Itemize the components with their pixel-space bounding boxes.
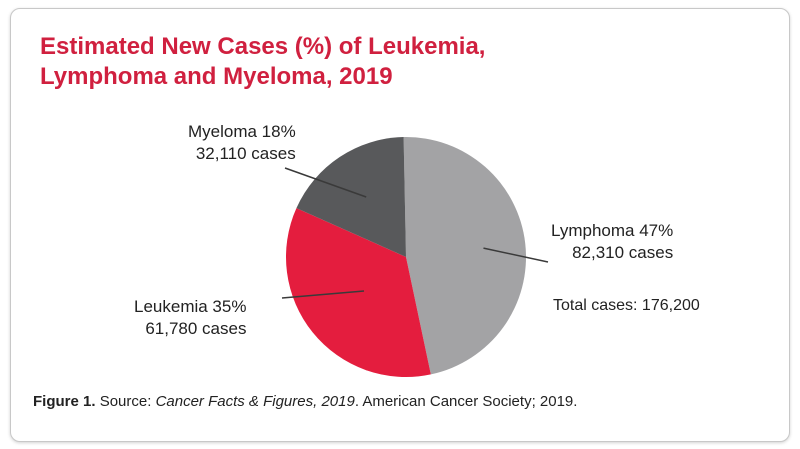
pie-slice-leukemia — [285, 208, 431, 378]
leader-line-leukemia — [281, 290, 365, 299]
label-lymphoma-percent: Lymphoma 47% — [551, 221, 674, 240]
caption-source-prefix: Source: — [99, 393, 152, 410]
leader-line-myeloma — [284, 167, 367, 198]
label-myeloma-cases: 32,110 cases — [195, 144, 296, 163]
chart-title-line-1: Estimated New Cases (%) of Leukemia, — [40, 33, 486, 60]
pie-slice-lymphoma — [403, 137, 527, 375]
label-leukemia-percent: Leukemia 35% — [134, 297, 247, 316]
label-leukemia: Leukemia 35% 61,780 cases — [134, 296, 246, 340]
label-lymphoma-cases: 82,310 cases — [572, 243, 674, 262]
chart-title: Estimated New Cases (%) of Leukemia, Lym… — [40, 32, 600, 92]
figure-caption: Figure 1. Source: Cancer Facts & Figures… — [33, 393, 577, 410]
caption-figure-number: Figure 1. — [33, 393, 96, 410]
caption-source-suffix: . American Cancer Society; 2019. — [354, 393, 578, 410]
chart-title-line-2: Lymphoma and Myeloma, 2019 — [40, 63, 393, 90]
leader-line-lymphoma — [483, 247, 549, 263]
caption-source-title: Cancer Facts & Figures, 2019 — [155, 393, 355, 410]
label-lymphoma: Lymphoma 47% 82,310 cases — [551, 220, 673, 264]
pie-slice-myeloma — [296, 137, 406, 257]
label-myeloma: Myeloma 18% 32,110 cases — [188, 121, 296, 165]
total-cases-label: Total cases: 176,200 — [553, 297, 700, 314]
label-myeloma-percent: Myeloma 18% — [188, 122, 296, 141]
label-leukemia-cases: 61,780 cases — [145, 319, 247, 338]
